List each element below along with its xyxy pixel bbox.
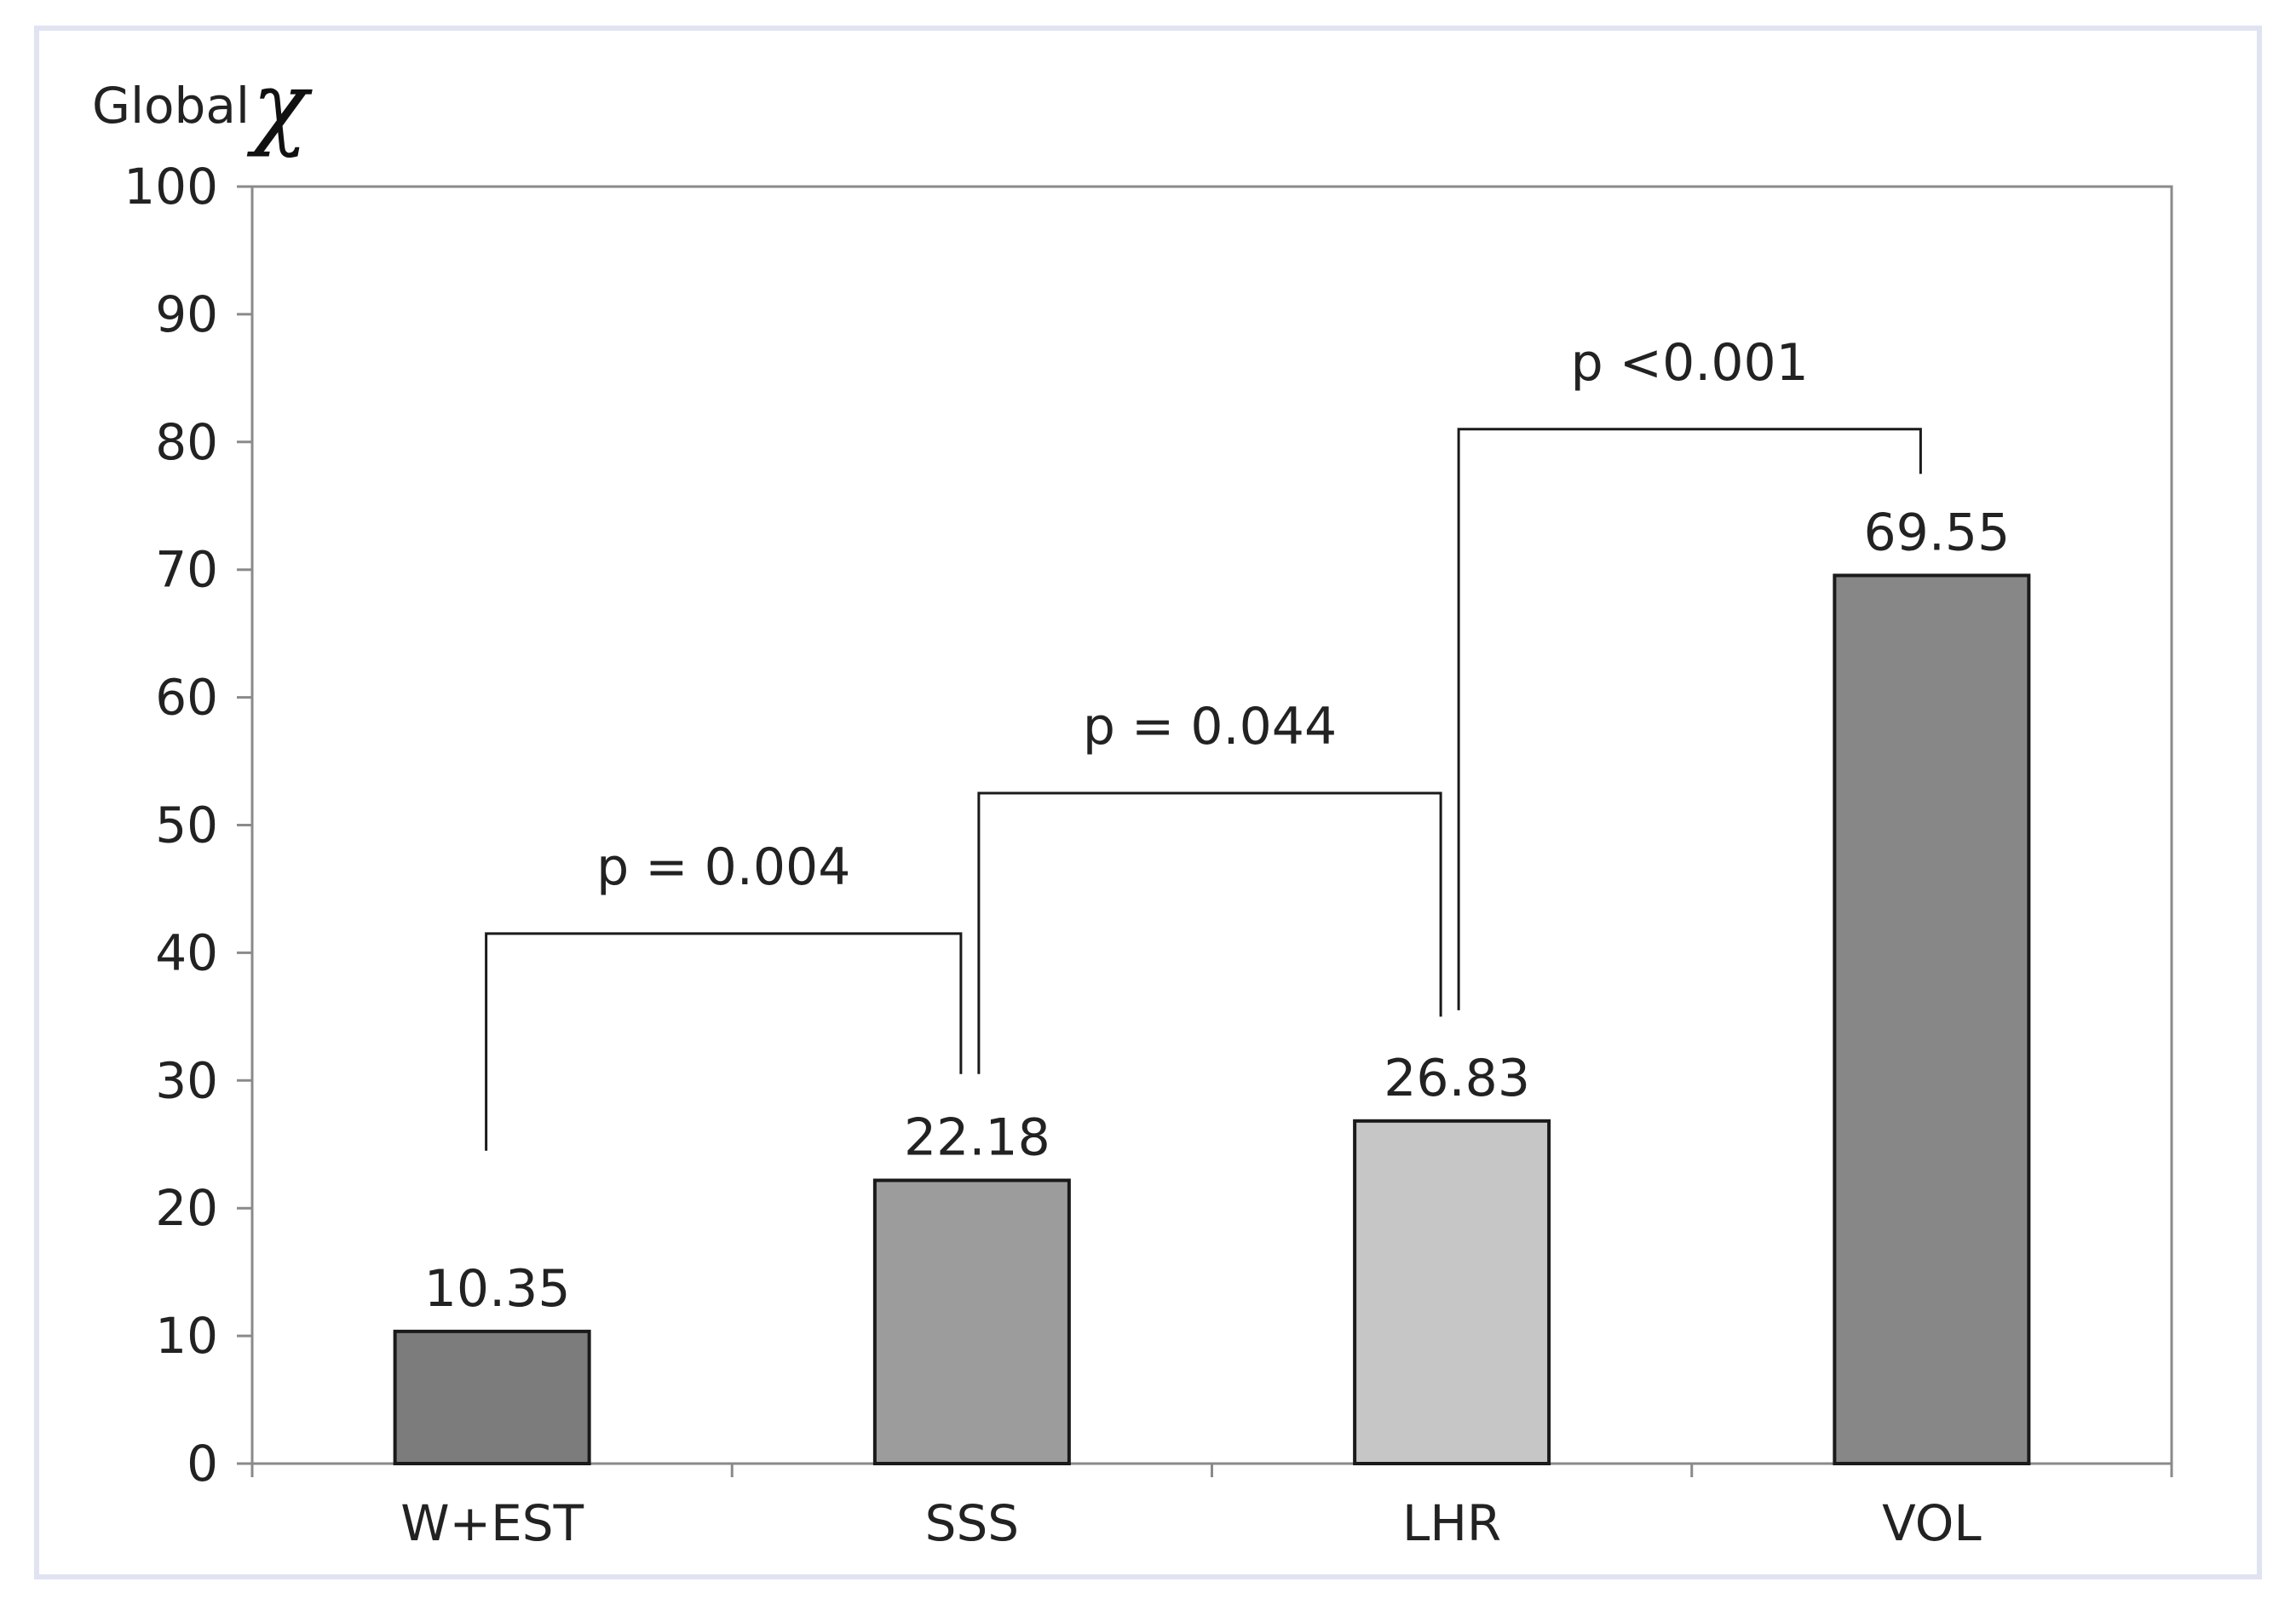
y-tick-label: 70: [155, 541, 218, 599]
data-label: 26.83: [1384, 1049, 1530, 1108]
y-axis-label: Global: [92, 77, 250, 135]
bar-chart: Global χ 0 10 20 30 40 50 60 70 80 90 100 W+EST SSS…: [92, 53, 2173, 1552]
bar: [1833, 573, 2031, 1465]
x-axis: W+EST SSS LHR VOL: [250, 1464, 2173, 1552]
y-tick-label: 10: [155, 1307, 218, 1365]
category-label: VOL: [1882, 1494, 1982, 1552]
y-axis-title: Global χ: [92, 53, 313, 159]
y-tick-label: 90: [155, 285, 218, 343]
data-label: 22.18: [904, 1108, 1050, 1168]
data-label: 69.55: [1863, 503, 2010, 562]
y-tick-label: 100: [124, 158, 218, 216]
category-label: W+EST: [400, 1494, 584, 1552]
y-tick-label: 60: [155, 669, 218, 727]
significance-bracket: [977, 791, 1442, 1074]
significance-brackets: p = 0.004 p = 0.044 p <0.001: [485, 333, 1922, 1151]
data-label: 10.35: [424, 1259, 571, 1319]
data-labels: 10.35 22.18 26.83 69.55: [424, 503, 2011, 1318]
bars: [393, 573, 2031, 1466]
p-value-label: p = 0.004: [596, 837, 850, 897]
bar: [872, 1178, 1071, 1466]
y-tick-label: 40: [155, 923, 218, 981]
p-value-label: p <0.001: [1571, 333, 1809, 393]
category-label: LHR: [1402, 1494, 1501, 1552]
figure-frame: Global χ 0 10 20 30 40 50 60 70 80 90 100 W+EST SSS…: [34, 26, 2262, 1579]
bar: [1353, 1119, 1551, 1466]
bar: [393, 1329, 591, 1466]
significance-bracket: [1457, 428, 1922, 1010]
y-tick-label: 20: [155, 1179, 218, 1237]
significance-bracket: [485, 932, 963, 1151]
chi-symbol: χ: [246, 53, 313, 159]
y-axis: 0 10 20 30 40 50 60 70 80 90 100: [124, 158, 252, 1493]
y-tick-label: 80: [155, 413, 218, 471]
y-tick-label: 30: [155, 1051, 218, 1109]
y-tick-label: 0: [187, 1435, 218, 1493]
p-value-label: p = 0.044: [1083, 697, 1337, 756]
category-label: SSS: [925, 1494, 1019, 1552]
y-tick-label: 50: [155, 797, 218, 854]
